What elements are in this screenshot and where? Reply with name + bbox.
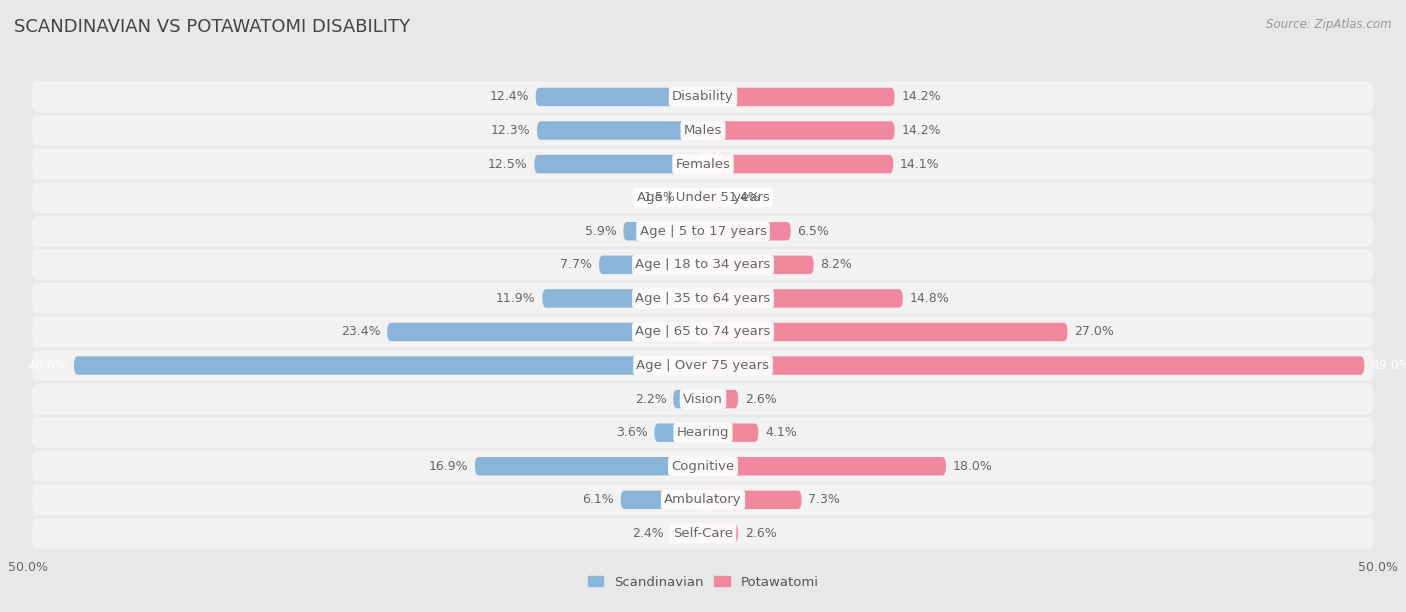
Text: 49.0%: 49.0% — [1371, 359, 1406, 372]
Text: Age | 5 to 17 years: Age | 5 to 17 years — [640, 225, 766, 237]
FancyBboxPatch shape — [32, 316, 1374, 348]
FancyBboxPatch shape — [654, 424, 703, 442]
FancyBboxPatch shape — [537, 121, 703, 140]
Text: 5.9%: 5.9% — [585, 225, 617, 237]
FancyBboxPatch shape — [703, 524, 738, 543]
FancyBboxPatch shape — [671, 524, 703, 543]
FancyBboxPatch shape — [703, 88, 894, 106]
Text: 1.5%: 1.5% — [644, 191, 676, 204]
Text: 46.6%: 46.6% — [28, 359, 67, 372]
Text: Self-Care: Self-Care — [673, 527, 733, 540]
Text: 14.8%: 14.8% — [910, 292, 949, 305]
Text: Age | 18 to 34 years: Age | 18 to 34 years — [636, 258, 770, 271]
Text: 23.4%: 23.4% — [340, 326, 381, 338]
FancyBboxPatch shape — [703, 121, 894, 140]
FancyBboxPatch shape — [536, 88, 703, 106]
Legend: Scandinavian, Potawatomi: Scandinavian, Potawatomi — [582, 570, 824, 594]
Text: Females: Females — [675, 158, 731, 171]
Text: 1.4%: 1.4% — [728, 191, 761, 204]
FancyBboxPatch shape — [32, 350, 1374, 381]
FancyBboxPatch shape — [32, 249, 1374, 280]
FancyBboxPatch shape — [32, 485, 1374, 515]
Text: 14.2%: 14.2% — [901, 124, 941, 137]
FancyBboxPatch shape — [75, 356, 703, 375]
Text: 14.2%: 14.2% — [901, 91, 941, 103]
FancyBboxPatch shape — [32, 417, 1374, 448]
FancyBboxPatch shape — [703, 323, 1067, 341]
FancyBboxPatch shape — [599, 256, 703, 274]
FancyBboxPatch shape — [703, 457, 946, 476]
Text: 3.6%: 3.6% — [616, 426, 648, 439]
Text: Age | 65 to 74 years: Age | 65 to 74 years — [636, 326, 770, 338]
FancyBboxPatch shape — [32, 81, 1374, 113]
Text: 2.2%: 2.2% — [634, 393, 666, 406]
FancyBboxPatch shape — [32, 518, 1374, 549]
Text: 6.1%: 6.1% — [582, 493, 614, 506]
Text: 2.6%: 2.6% — [745, 393, 776, 406]
Text: 27.0%: 27.0% — [1074, 326, 1114, 338]
FancyBboxPatch shape — [623, 222, 703, 241]
Text: Hearing: Hearing — [676, 426, 730, 439]
FancyBboxPatch shape — [543, 289, 703, 308]
FancyBboxPatch shape — [387, 323, 703, 341]
Text: Males: Males — [683, 124, 723, 137]
Text: SCANDINAVIAN VS POTAWATOMI DISABILITY: SCANDINAVIAN VS POTAWATOMI DISABILITY — [14, 18, 411, 36]
Text: Age | Under 5 years: Age | Under 5 years — [637, 191, 769, 204]
FancyBboxPatch shape — [534, 155, 703, 173]
Text: 12.4%: 12.4% — [489, 91, 529, 103]
Text: 2.4%: 2.4% — [633, 527, 664, 540]
Text: Vision: Vision — [683, 393, 723, 406]
Text: 8.2%: 8.2% — [821, 258, 852, 271]
FancyBboxPatch shape — [32, 115, 1374, 146]
FancyBboxPatch shape — [703, 222, 790, 241]
FancyBboxPatch shape — [703, 390, 738, 408]
FancyBboxPatch shape — [703, 155, 893, 173]
FancyBboxPatch shape — [475, 457, 703, 476]
FancyBboxPatch shape — [703, 491, 801, 509]
Text: 11.9%: 11.9% — [496, 292, 536, 305]
FancyBboxPatch shape — [32, 451, 1374, 482]
Text: Ambulatory: Ambulatory — [664, 493, 742, 506]
FancyBboxPatch shape — [32, 216, 1374, 247]
Text: 14.1%: 14.1% — [900, 158, 939, 171]
FancyBboxPatch shape — [32, 384, 1374, 414]
FancyBboxPatch shape — [673, 390, 703, 408]
FancyBboxPatch shape — [32, 283, 1374, 314]
FancyBboxPatch shape — [703, 424, 758, 442]
Text: 2.6%: 2.6% — [745, 527, 776, 540]
Text: 7.7%: 7.7% — [561, 258, 592, 271]
Text: 18.0%: 18.0% — [953, 460, 993, 472]
Text: 7.3%: 7.3% — [808, 493, 841, 506]
Text: 16.9%: 16.9% — [429, 460, 468, 472]
FancyBboxPatch shape — [32, 182, 1374, 213]
Text: Cognitive: Cognitive — [672, 460, 734, 472]
Text: 4.1%: 4.1% — [765, 426, 797, 439]
FancyBboxPatch shape — [620, 491, 703, 509]
Text: 6.5%: 6.5% — [797, 225, 830, 237]
FancyBboxPatch shape — [703, 356, 1364, 375]
Text: Age | 35 to 64 years: Age | 35 to 64 years — [636, 292, 770, 305]
FancyBboxPatch shape — [32, 149, 1374, 179]
Text: Disability: Disability — [672, 91, 734, 103]
FancyBboxPatch shape — [703, 289, 903, 308]
FancyBboxPatch shape — [703, 256, 814, 274]
FancyBboxPatch shape — [703, 188, 721, 207]
Text: Source: ZipAtlas.com: Source: ZipAtlas.com — [1267, 18, 1392, 31]
Text: 12.3%: 12.3% — [491, 124, 530, 137]
Text: Age | Over 75 years: Age | Over 75 years — [637, 359, 769, 372]
Text: 12.5%: 12.5% — [488, 158, 527, 171]
FancyBboxPatch shape — [683, 188, 703, 207]
